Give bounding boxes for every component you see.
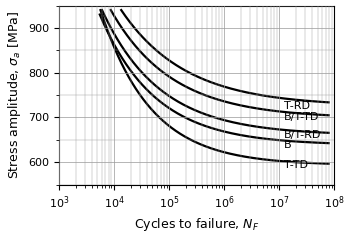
Y-axis label: Stress amplitude, $\sigma_a$ [MPa]: Stress amplitude, $\sigma_a$ [MPa]: [6, 11, 22, 179]
X-axis label: Cycles to failure, $N_F$: Cycles to failure, $N_F$: [134, 217, 259, 234]
Text: T-RD: T-RD: [284, 101, 309, 111]
Text: B/T-RD: B/T-RD: [284, 130, 321, 140]
Text: B/T-TD: B/T-TD: [284, 112, 319, 122]
Text: B: B: [284, 140, 291, 150]
Text: T-TD: T-TD: [284, 160, 308, 170]
